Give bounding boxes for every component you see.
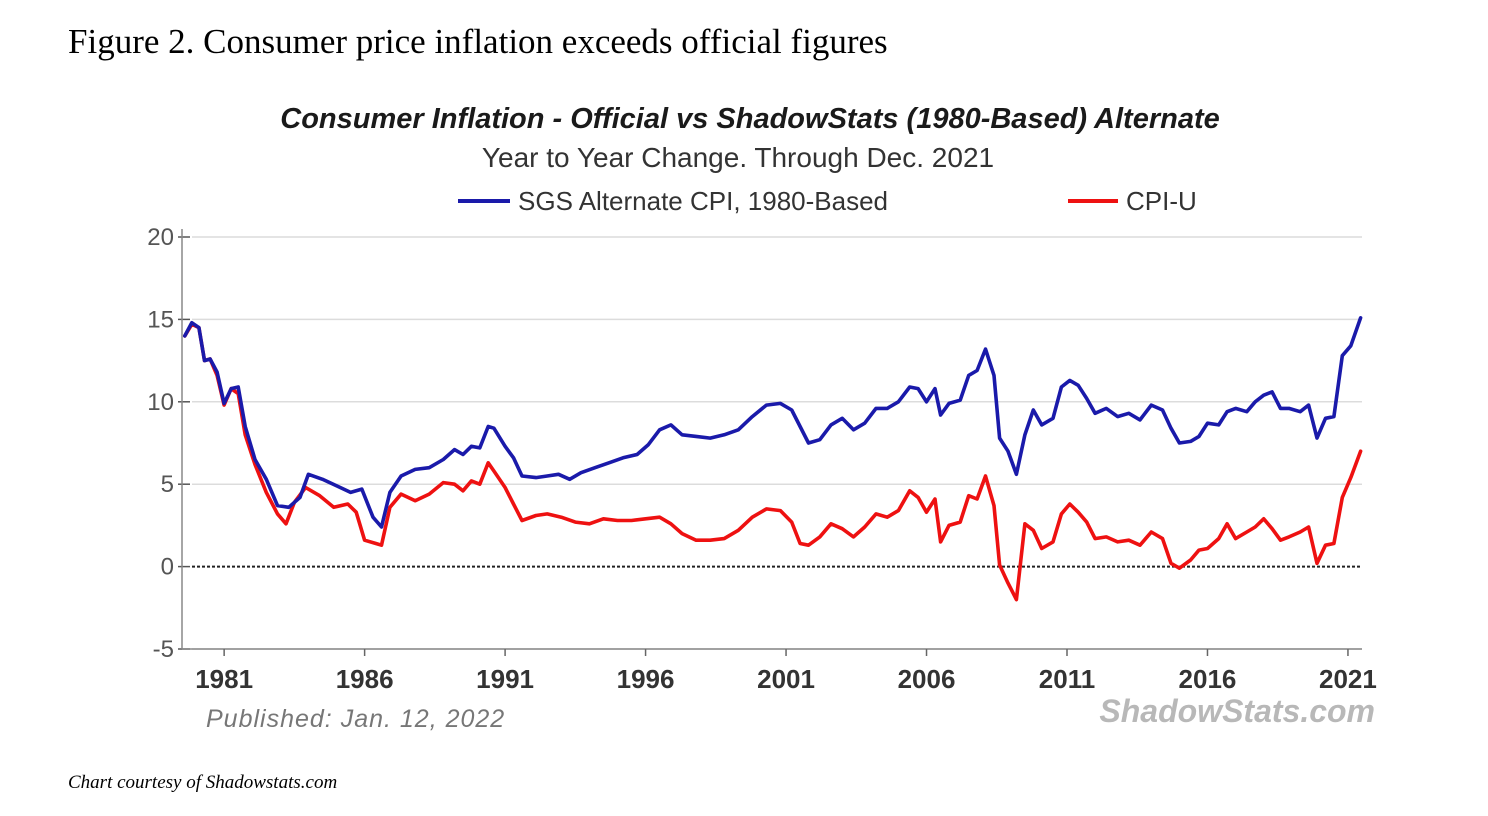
x-tick-label: 1996 — [617, 664, 675, 694]
x-axis: 1981 1986 1991 1996 2001 2006 2011 2016 2021 — [195, 649, 1377, 694]
y-tick-label: 10 — [147, 389, 174, 416]
chart-title: Consumer Inflation - Official vs ShadowS… — [280, 103, 1220, 135]
published-date: Published: Jan. 12, 2022 — [206, 705, 505, 733]
x-tick-label: 1991 — [476, 664, 534, 694]
series-line-cpi-u — [183, 322, 1363, 602]
series-lines — [183, 316, 1363, 602]
chart-credit: Chart courtesy of Shadowstats.com — [68, 772, 338, 793]
legend-label-cpiu: CPI-U — [1126, 186, 1197, 216]
legend: SGS Alternate CPI, 1980-Based CPI-U — [458, 186, 1197, 216]
x-tick-label: 2011 — [1039, 664, 1095, 694]
legend-label-sgs: SGS Alternate CPI, 1980-Based — [518, 186, 888, 216]
series-line-sgs-alternate-cpi — [183, 316, 1363, 529]
chart-subtitle: Year to Year Change. Through Dec. 2021 — [482, 142, 994, 173]
y-tick-label: 5 — [161, 471, 174, 498]
shadowstats-watermark: ShadowStats.com — [1099, 693, 1375, 729]
y-tick-label: 15 — [147, 306, 174, 333]
x-tick-label: 1986 — [336, 664, 394, 694]
y-tick-label: 20 — [147, 224, 174, 251]
y-tick-label: 0 — [161, 554, 174, 581]
y-axis: 20 15 10 5 0 -5 — [147, 224, 1362, 663]
x-tick-label: 2006 — [898, 664, 956, 694]
figure-title: Figure 2. Consumer price inflation excee… — [68, 22, 888, 61]
x-tick-label: 2001 — [757, 664, 815, 694]
x-tick-label: 2021 — [1319, 664, 1377, 694]
y-tick-label: -5 — [153, 636, 174, 663]
x-tick-label: 1981 — [195, 664, 253, 694]
x-tick-label: 2016 — [1179, 664, 1237, 694]
